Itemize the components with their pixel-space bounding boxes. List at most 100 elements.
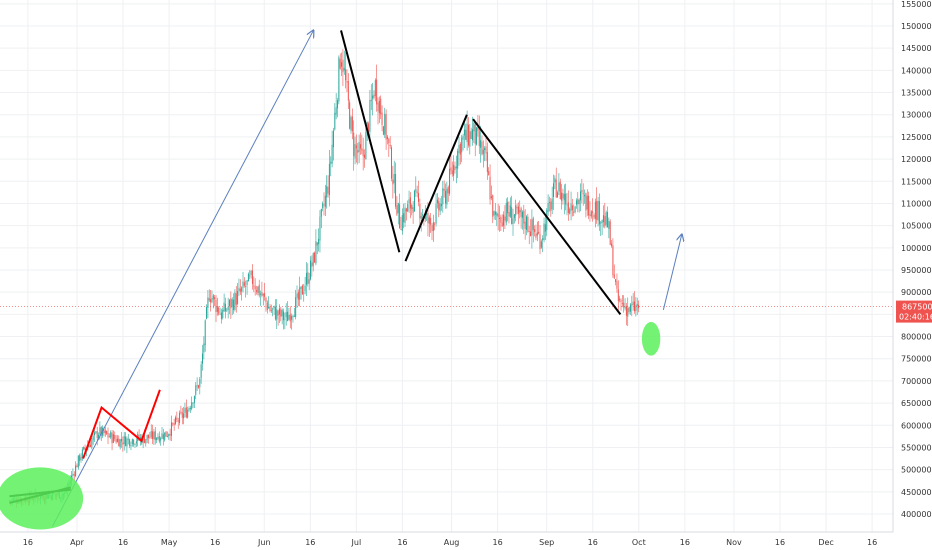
candle-body <box>161 433 163 439</box>
candle-body <box>200 364 202 378</box>
candle-body <box>569 209 571 214</box>
price-tag-box <box>896 300 932 323</box>
time-tick-label: 16 <box>492 538 502 547</box>
time-tick-label: 16 <box>118 538 128 547</box>
candle-body <box>233 299 235 311</box>
candle-body <box>582 193 584 195</box>
candle-body <box>148 434 150 439</box>
candle-body <box>617 289 619 302</box>
candle-body <box>401 215 403 232</box>
time-axis[interactable]: 16 Apr 16 May 16 Jun 16 Jul 16 Aug 16 Sep 16 Oct 16 Nov… <box>0 531 932 550</box>
candle-body <box>166 436 168 437</box>
candle-body <box>373 94 375 98</box>
candle-body <box>380 98 382 115</box>
candle-body <box>466 123 468 143</box>
candle-body <box>611 243 613 246</box>
candle-body <box>559 181 561 200</box>
candle-body <box>83 446 85 450</box>
candle-body <box>636 303 638 306</box>
candle-body <box>403 213 405 223</box>
candle-body <box>215 299 217 312</box>
candle-body <box>338 57 340 102</box>
candle-body <box>481 141 483 155</box>
candle-body <box>435 204 437 224</box>
candle-body <box>242 281 244 288</box>
candlestick-series <box>8 49 640 509</box>
candle-body <box>561 192 563 201</box>
candle-body <box>396 205 398 215</box>
candle-body <box>463 129 465 136</box>
candle-body <box>412 207 414 213</box>
candle-body <box>382 126 384 135</box>
candle-body <box>257 286 259 293</box>
candle-body <box>497 213 499 218</box>
candle-body <box>592 211 594 213</box>
candle-body <box>195 385 197 395</box>
candle-body <box>427 213 429 224</box>
candle-body <box>216 306 218 312</box>
candle-body <box>601 220 603 224</box>
candle-body <box>154 431 156 441</box>
candle-body <box>210 299 212 303</box>
candle-body <box>578 199 580 205</box>
candle-body <box>416 191 418 194</box>
candle-body <box>528 231 530 232</box>
candle-body <box>203 343 205 353</box>
candle-body <box>227 306 229 310</box>
candle-body <box>350 117 352 131</box>
candle-body <box>589 214 591 217</box>
candle-body <box>347 81 349 101</box>
candle-body <box>548 201 550 203</box>
candle-body <box>492 195 494 217</box>
candle-body <box>500 216 502 223</box>
time-tick-label: Sep <box>539 538 554 547</box>
candle-body <box>134 443 136 445</box>
candle-body <box>539 234 541 250</box>
candle-body <box>80 457 82 461</box>
time-tick-label: Aug <box>444 538 460 547</box>
candle-body <box>449 168 451 194</box>
candle-body <box>616 281 618 289</box>
candle-body <box>547 202 549 212</box>
candle-body <box>420 215 422 220</box>
candle-body <box>598 201 600 225</box>
candle-body <box>276 309 278 320</box>
candle-body <box>418 192 420 202</box>
candle-body <box>212 295 214 300</box>
candle-body <box>608 220 610 229</box>
candle-body <box>98 434 100 439</box>
candle-body <box>359 144 361 149</box>
candle-body <box>327 186 329 194</box>
candle-body <box>199 378 201 388</box>
candle-body <box>334 112 336 130</box>
price-tick-label: 1200000 <box>901 155 932 164</box>
candle-body <box>526 216 528 230</box>
candle-body <box>573 211 575 213</box>
time-tick-label: Jun <box>257 538 271 547</box>
price-tick-label: 650000 <box>901 399 932 408</box>
candle-body <box>584 195 586 197</box>
candle-body <box>485 146 487 154</box>
price-axis-background <box>893 0 932 532</box>
candle-body <box>111 432 113 444</box>
price-axis[interactable]: 400000 450000 500000 550000 600000 650000 7000… <box>892 0 932 532</box>
candle-body <box>480 140 482 148</box>
price-tick-label: 900000 <box>901 288 932 297</box>
candle-body <box>493 211 495 216</box>
time-tick-label: Apr <box>70 538 85 547</box>
time-axis-background <box>0 532 932 550</box>
candle-body <box>619 298 621 301</box>
candle-body <box>627 308 629 317</box>
chart-grid <box>0 0 893 532</box>
candle-body <box>516 207 518 209</box>
time-tick-label: Oct <box>632 538 646 547</box>
candle-body <box>503 214 505 226</box>
candle-body <box>440 203 442 207</box>
candle-body <box>482 149 484 155</box>
candle-body <box>490 196 492 199</box>
candle-body <box>628 307 630 312</box>
candle-body <box>84 447 86 450</box>
price-tick-label: 1150000 <box>901 177 932 186</box>
candle-body <box>164 432 166 441</box>
